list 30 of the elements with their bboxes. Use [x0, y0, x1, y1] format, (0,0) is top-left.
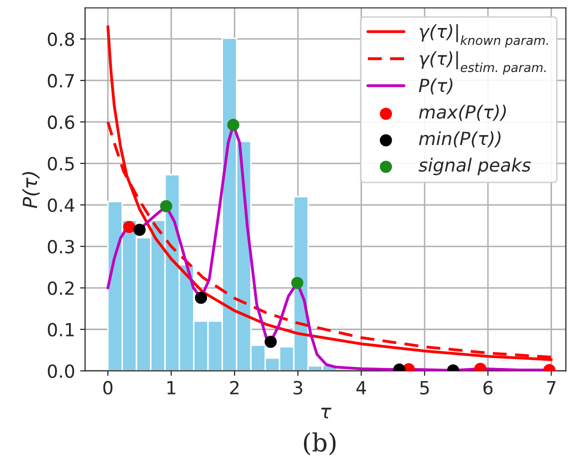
y-tick-label: 0.0 — [48, 364, 74, 378]
point — [227, 118, 240, 131]
y-axis-title: P(τ) — [22, 172, 40, 208]
point — [194, 292, 208, 304]
legend-label: P(τ) — [418, 78, 452, 94]
y-tick-label: 0.5 — [48, 156, 74, 171]
x-tick-label: 4 — [356, 381, 366, 394]
y-tick-label: 0.7 — [48, 74, 74, 88]
x-tick-label: 6 — [483, 380, 493, 395]
y-tick-label: 0.8 — [48, 32, 74, 46]
y-tick-label: 0.6 — [48, 115, 74, 130]
legend-label: signal peaks — [418, 158, 531, 176]
x-tick-label: 7 — [547, 381, 556, 394]
point — [291, 276, 304, 289]
text: (b) — [304, 432, 336, 456]
x-tick-label: 5 — [420, 381, 429, 395]
x-tick-label: 1 — [167, 381, 176, 394]
legend-label: min(P(τ)) — [419, 131, 501, 148]
x-tick-label: 0 — [103, 380, 112, 395]
y-tick-label: 0.4 — [48, 198, 74, 212]
point — [123, 220, 136, 233]
y-tick-label: 0.2 — [48, 281, 74, 296]
point — [133, 224, 146, 236]
x-tick-label: 3 — [294, 380, 302, 395]
x-tick-label: 2 — [230, 380, 239, 394]
y-tick-label: 0.1 — [48, 322, 74, 336]
x-axis-title: τ — [321, 408, 332, 418]
legend-label: max(P(τ)) — [419, 104, 506, 121]
point — [160, 200, 172, 212]
y-tick-label: 0.3 — [48, 240, 74, 254]
